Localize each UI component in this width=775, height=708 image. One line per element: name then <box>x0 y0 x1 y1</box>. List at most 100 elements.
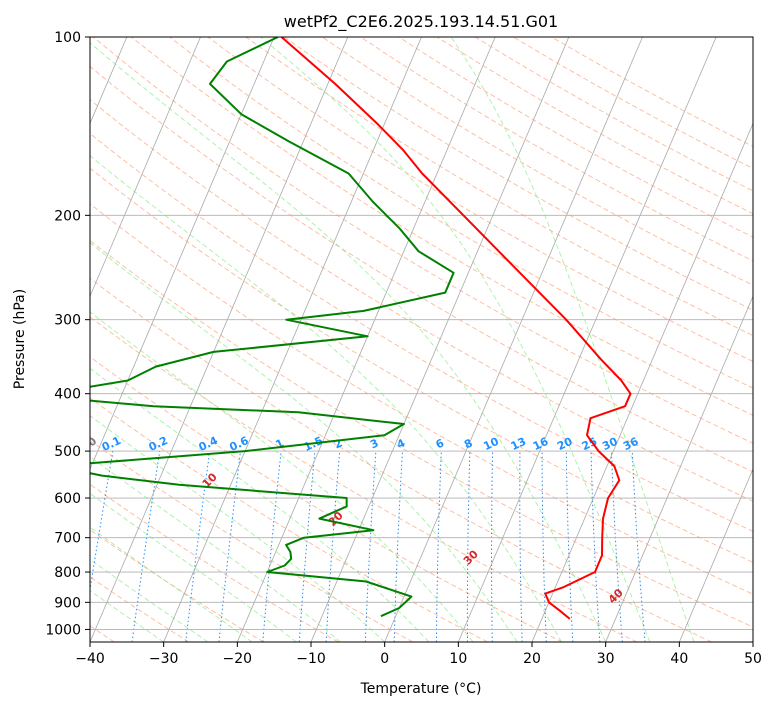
dry-adiabat-line <box>90 65 753 473</box>
dry-adiabat-line <box>90 397 488 642</box>
moist-adiabat-line <box>90 526 253 642</box>
mixing-ratio-label: 20 <box>555 435 575 453</box>
isotherm-line <box>90 37 201 298</box>
mixing-ratio-label: 4 <box>395 436 408 451</box>
y-tick-label: 1000 <box>45 622 81 638</box>
plot-frame <box>89 36 754 643</box>
mixing-ratio-label: 13 <box>509 435 528 453</box>
y-axis: 100 200 300 400 500 600 700 800 900 1000 <box>45 30 90 638</box>
dry-adiabat-label: 30 <box>461 547 481 567</box>
isotherm-line <box>90 37 275 471</box>
x-tick-label: 30 <box>597 651 615 667</box>
y-tick-label: 700 <box>54 531 81 547</box>
mixing-ratio-line <box>218 451 241 642</box>
dry-adiabats <box>90 37 753 642</box>
isotherm-line <box>384 37 643 642</box>
dry-adiabat-line <box>90 240 753 628</box>
mixing-ratio-line <box>590 451 601 642</box>
isotherm-line <box>678 468 753 642</box>
isotherm-line <box>605 295 753 642</box>
series-lines <box>90 37 632 620</box>
y-tick-label: 200 <box>54 208 81 224</box>
y-tick-label: 100 <box>54 30 81 46</box>
dry-adiabat-line <box>90 529 264 642</box>
dry-adiabat-line <box>474 37 753 192</box>
mixing-ratio-line <box>435 451 442 642</box>
dry-adiabat-line <box>360 37 753 262</box>
mixing-ratio-line <box>491 451 494 642</box>
x-tick-label: −10 <box>296 651 326 667</box>
dry-adiabat-line <box>90 132 753 532</box>
x-tick-label: −40 <box>75 651 105 667</box>
isotherm-line <box>531 122 753 642</box>
x-tick-label: 50 <box>744 651 762 667</box>
x-tick-label: −30 <box>149 651 179 667</box>
moist-adiabat-line <box>450 37 695 642</box>
chart-title: wetPf2_C2E6.2025.193.14.51.G01 <box>284 12 558 32</box>
moist-adiabat-line <box>90 155 562 642</box>
mixing-ratio-label: 1 <box>274 436 286 451</box>
mixing-ratio-line <box>565 451 574 642</box>
isotherm-line <box>236 37 496 642</box>
dry-adiabat-line <box>90 167 753 563</box>
dry-adiabat-line <box>131 37 753 416</box>
x-tick-label: 0 <box>380 651 389 667</box>
dry-adiabat-line <box>283 37 753 311</box>
dry-adiabat-label: 0 <box>85 434 100 449</box>
x-tick-label: −20 <box>223 651 253 667</box>
mixing-ratio-line <box>185 451 211 642</box>
isotherm-line <box>163 37 422 642</box>
mixing-ratio-label: 30 <box>600 435 620 453</box>
isotherm-line <box>457 37 717 642</box>
mixing-ratio-line <box>90 451 114 593</box>
x-axis: −40 −30 −20 −10 0 10 20 30 40 50 <box>75 642 762 667</box>
dry-adiabat-line <box>436 37 753 215</box>
mixing-ratio-label: 25 <box>580 435 599 453</box>
isotherm-line <box>310 37 570 642</box>
x-axis-label: Temperature (°C) <box>360 681 482 697</box>
dry-adiabat-line <box>90 576 190 642</box>
mixing-ratio-label: 36 <box>621 435 641 453</box>
y-tick-label: 300 <box>54 313 81 329</box>
x-tick-label: 40 <box>670 651 688 667</box>
dry-adiabat-line <box>245 37 753 337</box>
mixing-ratio-line <box>611 451 623 642</box>
mixing-ratio-line <box>466 451 471 642</box>
mixing-ratio-label: 10 <box>481 435 501 453</box>
y-tick-label: 500 <box>54 444 81 460</box>
moist-adiabat-line <box>90 558 209 642</box>
dry-adiabat-line <box>90 316 638 642</box>
dry-adiabat-label: 40 <box>606 586 626 606</box>
y-axis-label: Pressure (hPa) <box>12 289 28 389</box>
dry-adiabat-line <box>92 37 753 444</box>
y-tick-label: 900 <box>54 595 81 611</box>
dry-adiabat-line <box>551 37 753 147</box>
dry-adiabat-line <box>90 277 712 642</box>
moist-adiabat-line <box>90 367 430 642</box>
moist-adiabat-line <box>90 456 341 642</box>
moist-adiabat-line <box>90 590 164 642</box>
plot-area: -100-90-80-70-60-50-40-30-20-10010203040… <box>85 37 753 642</box>
x-tick-label: 10 <box>449 651 467 667</box>
mixing-ratio-line <box>298 451 316 642</box>
dry-adiabat-line <box>90 439 414 642</box>
dry-adiabat-line <box>90 483 339 642</box>
mixing-ratio-line <box>262 451 282 642</box>
dry-adiabat-line <box>90 356 563 642</box>
isobars <box>90 214 753 630</box>
y-tick-label: 600 <box>54 491 81 507</box>
mixing-ratio-label: 16 <box>531 435 551 453</box>
dry-adiabat-line <box>207 37 753 362</box>
dry-adiabat-line <box>169 37 753 389</box>
moist-adiabats <box>90 37 695 642</box>
mixing-ratio-label: 3 <box>368 436 380 451</box>
x-tick-label: 20 <box>523 651 541 667</box>
mixing-ratio-line <box>364 451 377 642</box>
mixing-ratio-label: 6 <box>434 436 447 451</box>
dewpoint-series-line <box>90 37 455 618</box>
moist-adiabat-line <box>260 37 651 642</box>
moist-adiabat-line <box>90 311 474 642</box>
temperature-series-line <box>280 37 632 620</box>
